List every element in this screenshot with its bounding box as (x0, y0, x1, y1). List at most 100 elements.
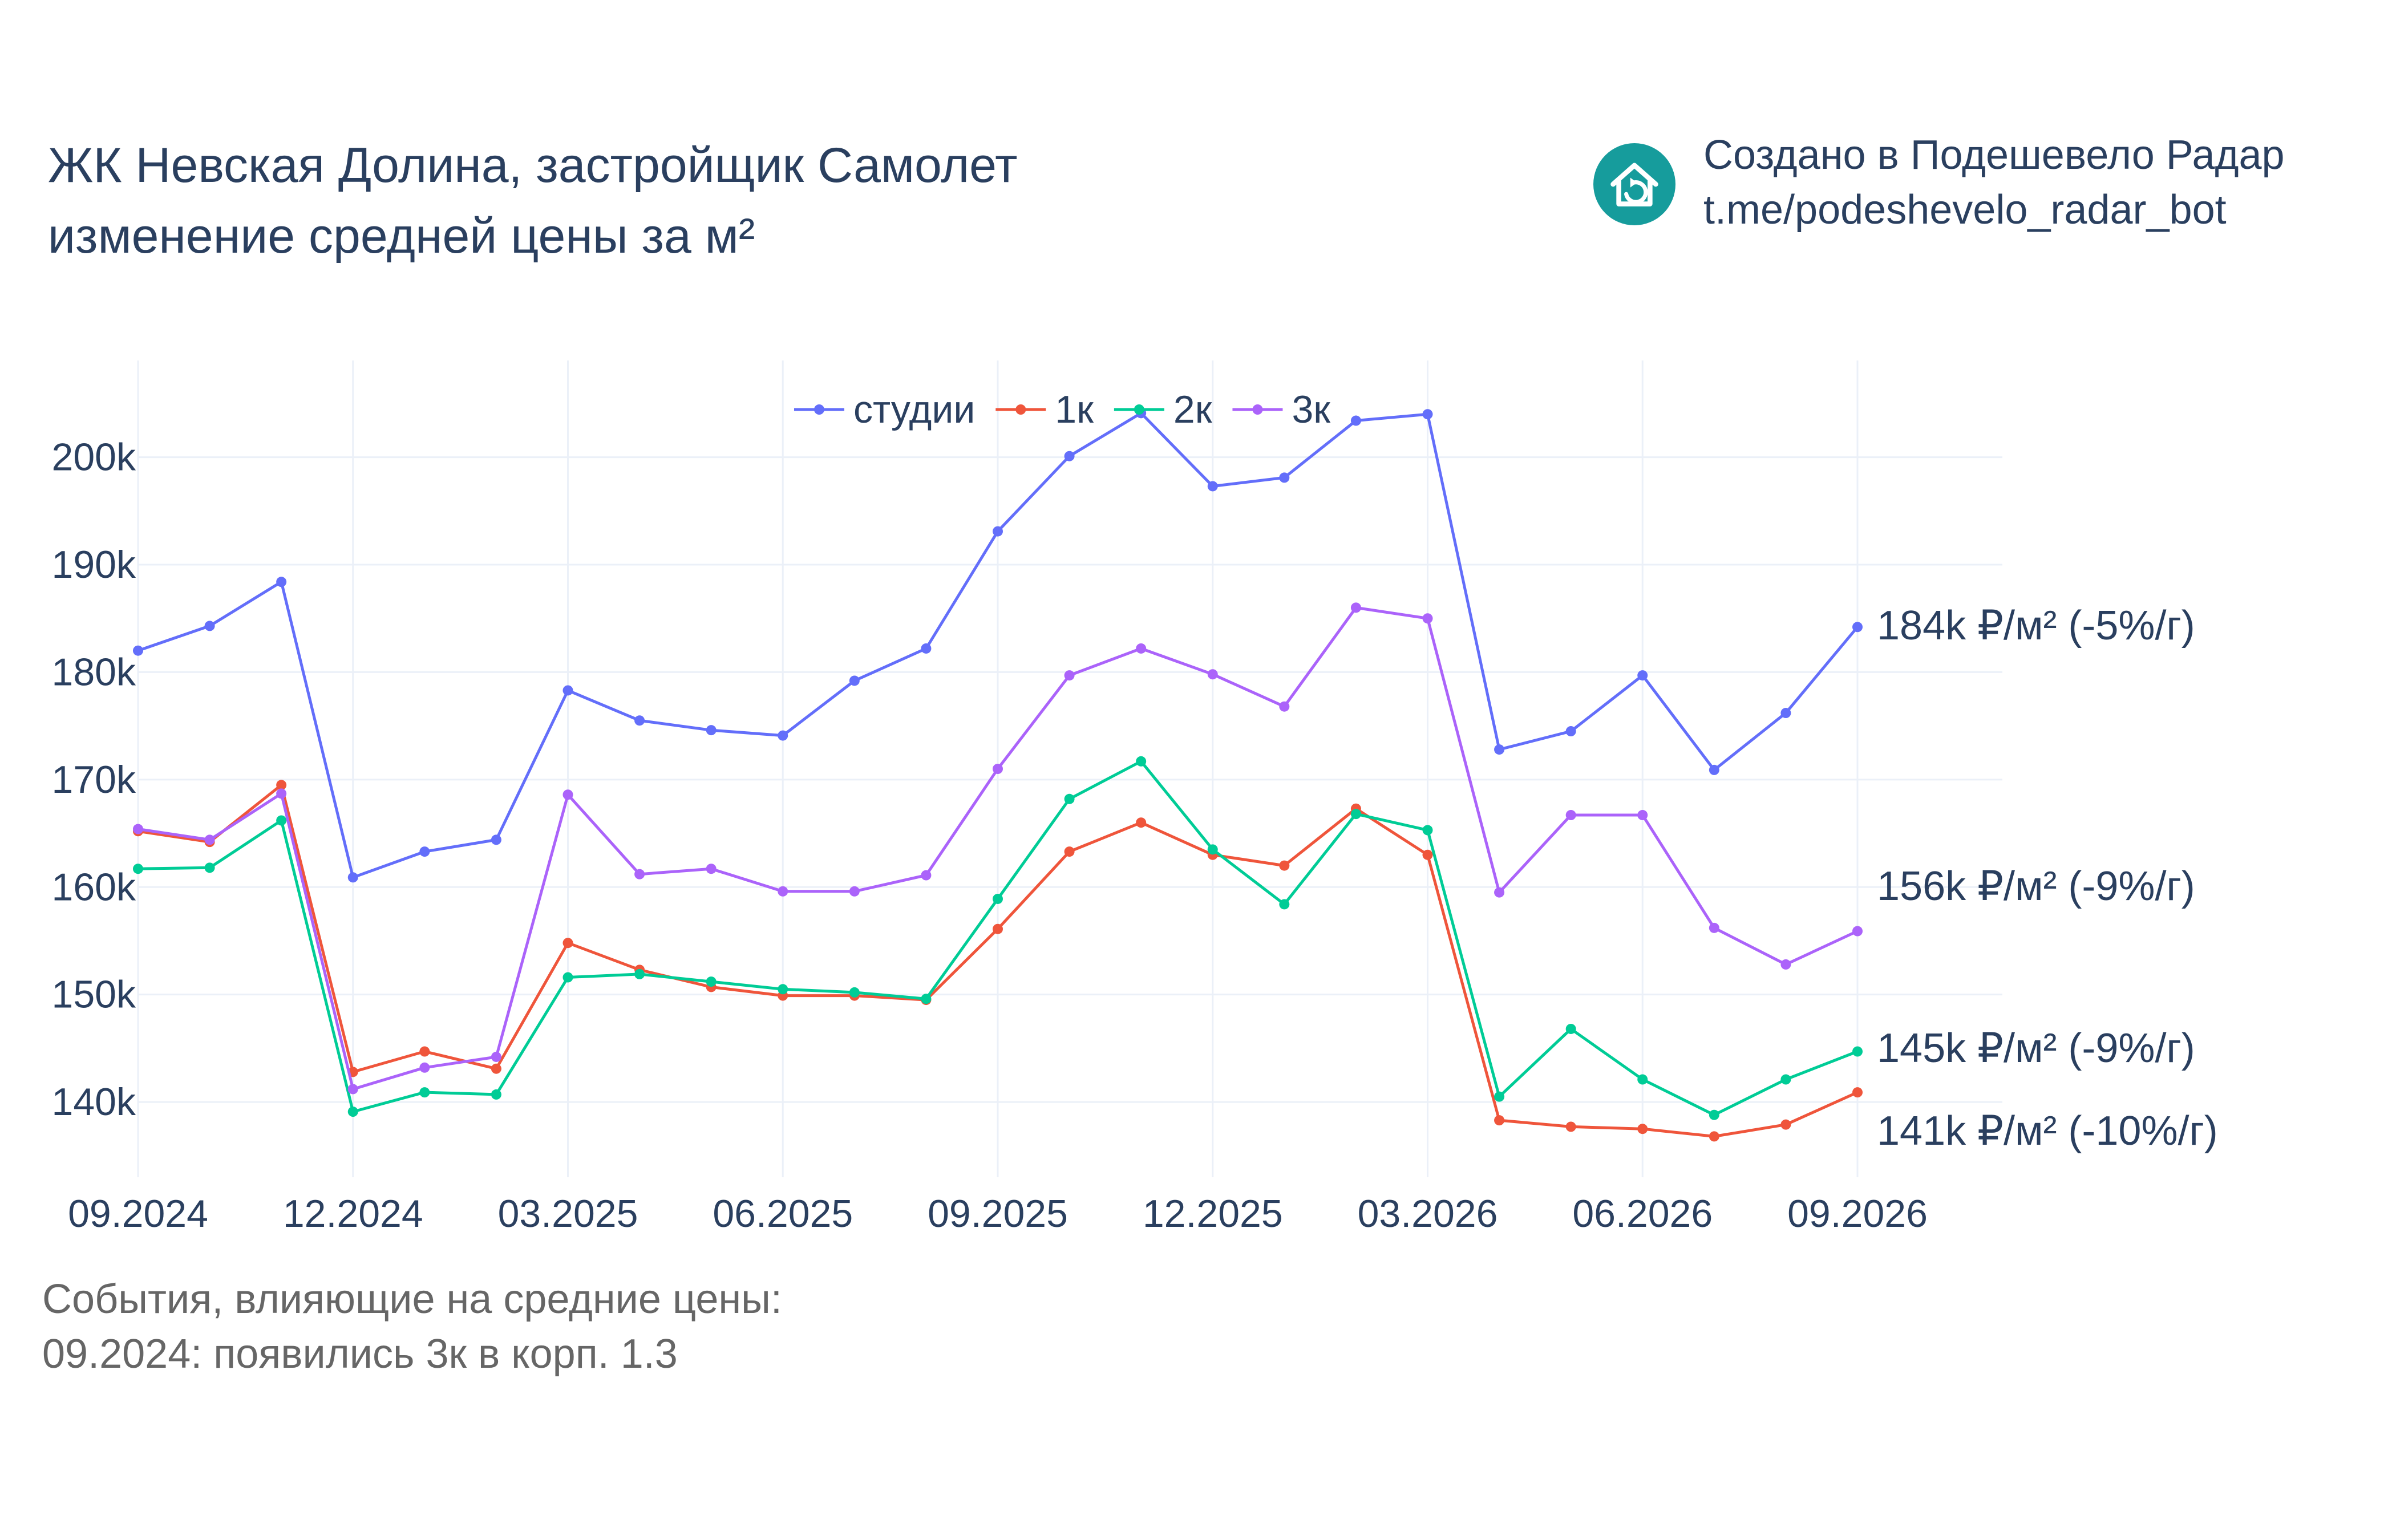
credit-link[interactable]: t.me/podeshevelo_radar_bot (1703, 187, 2227, 233)
data-point (1565, 726, 1576, 737)
logo-arrow-head (1630, 177, 1637, 188)
data-point (706, 976, 717, 987)
data-point (1136, 817, 1147, 828)
data-point (133, 645, 143, 656)
data-point (1637, 670, 1648, 681)
logo-arrow (1624, 180, 1648, 204)
x-tick-label: 09.2024 (68, 1192, 208, 1235)
data-point (1709, 922, 1719, 933)
y-tick-label: 190k (52, 543, 136, 586)
data-point (1207, 481, 1218, 492)
x-tick-label: 12.2025 (1143, 1192, 1283, 1235)
data-point (204, 862, 215, 873)
data-point (491, 1063, 501, 1074)
data-point (204, 621, 215, 631)
y-tick-label: 170k (52, 758, 136, 801)
data-point (1709, 1131, 1719, 1142)
legend-swatch-point (1015, 404, 1026, 415)
x-tick-label: 12.2024 (283, 1192, 423, 1235)
end-label: 145k ₽/м² (-9%/г) (1877, 1026, 2195, 1071)
x-tick-label: 03.2025 (498, 1192, 638, 1235)
data-point (634, 715, 645, 726)
chart-title-line-2: изменение средней цены за м² (48, 209, 755, 264)
data-point (1422, 825, 1433, 836)
series-2к (133, 756, 1863, 1120)
data-point (993, 923, 1003, 934)
series-3к (133, 602, 1863, 1095)
data-point (1852, 1087, 1863, 1098)
end-labels: 184k ₽/м² (-5%/г) 141k ₽/м² (-10%/г) 145k … (1877, 603, 2218, 1154)
legend-label: 3к (1292, 388, 1331, 431)
data-point (1279, 899, 1290, 910)
credit-block: Создано в Подешевело Радар t.me/podeshev… (1703, 128, 2285, 237)
data-point (1780, 1074, 1791, 1085)
data-point (1136, 643, 1147, 654)
data-point (849, 987, 860, 998)
data-point (1565, 1121, 1576, 1132)
data-point (1494, 887, 1505, 898)
data-point (1064, 793, 1075, 804)
data-point (706, 864, 717, 874)
events-heading: События, влияющие на средние цены: (42, 1276, 782, 1322)
data-point (1494, 744, 1505, 755)
data-point (562, 685, 573, 696)
y-tick-label: 150k (52, 973, 136, 1016)
data-point (419, 1087, 430, 1098)
data-point (1780, 708, 1791, 719)
data-point (921, 994, 932, 1004)
data-point (993, 764, 1003, 774)
data-point (1136, 756, 1147, 767)
end-label: 141k ₽/м² (-10%/г) (1877, 1108, 2218, 1154)
data-point (1637, 1074, 1648, 1085)
data-point (993, 893, 1003, 904)
data-point (849, 675, 860, 686)
legend-item: студии (794, 388, 975, 431)
x-tick-label: 09.2026 (1787, 1192, 1928, 1235)
data-point (276, 577, 287, 587)
data-point (1637, 810, 1648, 821)
legend-swatch-point (814, 404, 824, 415)
data-point (1279, 860, 1290, 871)
legend-label: 1к (1055, 388, 1094, 431)
data-point (133, 864, 143, 874)
data-point (1709, 764, 1719, 775)
x-tick-label: 03.2026 (1358, 1192, 1498, 1235)
data-point (1780, 959, 1791, 970)
data-point (204, 834, 215, 845)
data-point (1494, 1091, 1505, 1102)
data-point (276, 788, 287, 799)
y-tick-label: 180k (52, 650, 136, 694)
data-point (1422, 613, 1433, 624)
data-point (706, 725, 717, 736)
data-point (419, 1062, 430, 1073)
house-logo-icon (1593, 143, 1675, 225)
data-point (1064, 451, 1075, 461)
data-point (1350, 809, 1361, 820)
legend-label: студии (853, 388, 975, 431)
data-point (778, 886, 788, 897)
data-point (419, 1046, 430, 1057)
legend-item: 3к (1232, 388, 1331, 431)
end-label: 156k ₽/м² (-9%/г) (1877, 864, 2195, 909)
chart-title-line-1: ЖК Невская Долина, застройщик Самолет (48, 138, 1018, 193)
legend-item: 2к (1114, 388, 1213, 431)
legend-swatch-point (1134, 404, 1144, 415)
data-point (347, 1084, 358, 1095)
data-point (849, 886, 860, 897)
data-point (993, 526, 1003, 537)
legend-label: 2к (1173, 388, 1213, 431)
event-item: 09.2024: появились 3к в корп. 1.3 (42, 1331, 678, 1377)
series-студии (133, 408, 1863, 883)
credit-line-1: Создано в Подешевело Радар (1703, 132, 2285, 178)
data-point (1709, 1109, 1719, 1120)
data-point (1279, 701, 1290, 712)
y-tick-label: 140k (52, 1080, 136, 1124)
data-point (276, 780, 287, 791)
data-point (1565, 810, 1576, 821)
data-point (1350, 415, 1361, 426)
end-label: 184k ₽/м² (-5%/г) (1877, 603, 2195, 649)
data-point (1207, 844, 1218, 855)
data-point (634, 869, 645, 880)
data-point (1852, 926, 1863, 937)
